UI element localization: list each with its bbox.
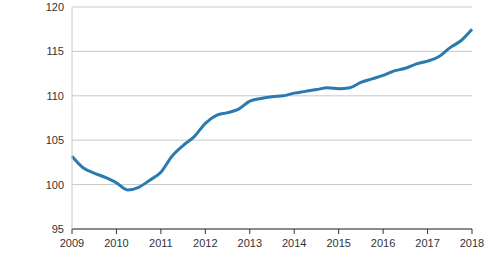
svg-text:95: 95 bbox=[52, 223, 64, 235]
svg-text:2018: 2018 bbox=[460, 237, 484, 249]
svg-text:2012: 2012 bbox=[193, 237, 217, 249]
svg-text:2009: 2009 bbox=[60, 237, 84, 249]
svg-text:2017: 2017 bbox=[415, 237, 439, 249]
svg-text:110: 110 bbox=[46, 90, 64, 102]
svg-text:2010: 2010 bbox=[104, 237, 128, 249]
svg-text:2016: 2016 bbox=[371, 237, 395, 249]
svg-text:2014: 2014 bbox=[282, 237, 306, 249]
svg-text:120: 120 bbox=[46, 1, 64, 13]
svg-text:2011: 2011 bbox=[149, 237, 173, 249]
svg-text:115: 115 bbox=[46, 45, 64, 57]
svg-text:2015: 2015 bbox=[326, 237, 350, 249]
svg-text:105: 105 bbox=[46, 134, 64, 146]
svg-text:2013: 2013 bbox=[238, 237, 262, 249]
svg-text:100: 100 bbox=[46, 179, 64, 191]
